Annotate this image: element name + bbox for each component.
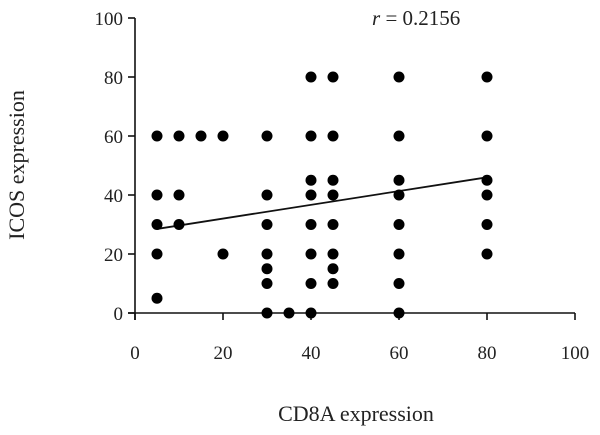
correlation-annotation-value: = 0.2156 — [380, 6, 460, 30]
y-tick-label: 0 — [114, 304, 124, 325]
data-point — [393, 174, 405, 186]
y-tick-label: 100 — [95, 9, 124, 30]
data-point — [305, 278, 317, 289]
data-point — [481, 130, 493, 142]
data-point — [327, 174, 339, 186]
data-point — [327, 278, 339, 289]
y-axis-title: ICOS expression — [4, 90, 29, 240]
data-point — [305, 307, 317, 319]
data-point — [261, 278, 273, 289]
y-tick-label: 60 — [104, 127, 123, 148]
data-point — [261, 130, 273, 142]
data-point — [261, 307, 273, 319]
y-tick-label: 40 — [104, 186, 123, 207]
data-point — [393, 189, 405, 201]
x-tick-label: 40 — [302, 343, 321, 364]
data-point — [327, 263, 339, 275]
data-point — [195, 130, 207, 142]
data-point — [305, 219, 317, 230]
data-point — [217, 130, 229, 142]
data-point — [481, 71, 493, 83]
data-point — [481, 219, 493, 230]
data-point — [217, 248, 229, 260]
data-point — [327, 130, 339, 142]
data-point — [305, 130, 317, 142]
data-point — [261, 248, 273, 260]
x-axis-title: CD8A expression — [278, 401, 434, 426]
data-point — [481, 248, 493, 260]
data-point — [393, 71, 405, 83]
data-point — [173, 219, 185, 230]
x-tick-label: 60 — [390, 343, 409, 364]
data-point — [393, 219, 405, 230]
data-point — [327, 219, 339, 230]
data-point — [393, 307, 405, 319]
data-point — [151, 292, 163, 304]
y-tick-label: 20 — [104, 245, 123, 266]
data-point — [283, 307, 295, 319]
correlation-annotation: r = 0.2156 — [372, 6, 460, 30]
data-point — [327, 248, 339, 260]
x-tick-label: 20 — [214, 343, 233, 364]
data-point — [151, 189, 163, 201]
data-point — [481, 189, 493, 201]
data-point — [261, 263, 273, 275]
data-point — [393, 248, 405, 260]
data-point — [327, 189, 339, 201]
x-tick-label: 0 — [130, 343, 140, 364]
data-point — [305, 248, 317, 260]
data-point — [393, 278, 405, 289]
data-point — [173, 189, 185, 201]
data-point — [393, 130, 405, 142]
data-point — [327, 71, 339, 83]
data-point — [173, 130, 185, 142]
plot-area: 0 20 40 60 80 100 0 20 40 60 80 100 — [95, 9, 590, 364]
x-tick-label: 100 — [561, 343, 590, 364]
data-point — [305, 174, 317, 186]
data-point — [305, 71, 317, 83]
data-point — [305, 189, 317, 201]
data-point — [151, 248, 163, 260]
data-point — [481, 174, 493, 186]
data-point — [261, 189, 273, 201]
y-axis-title-group: ICOS expression — [4, 90, 29, 240]
correlation-annotation-var: r — [372, 6, 381, 30]
trend-line — [156, 176, 488, 230]
data-point — [151, 219, 163, 230]
data-point — [261, 219, 273, 230]
data-point — [151, 130, 163, 142]
y-tick-label: 80 — [104, 68, 123, 89]
x-tick-label: 80 — [478, 343, 497, 364]
